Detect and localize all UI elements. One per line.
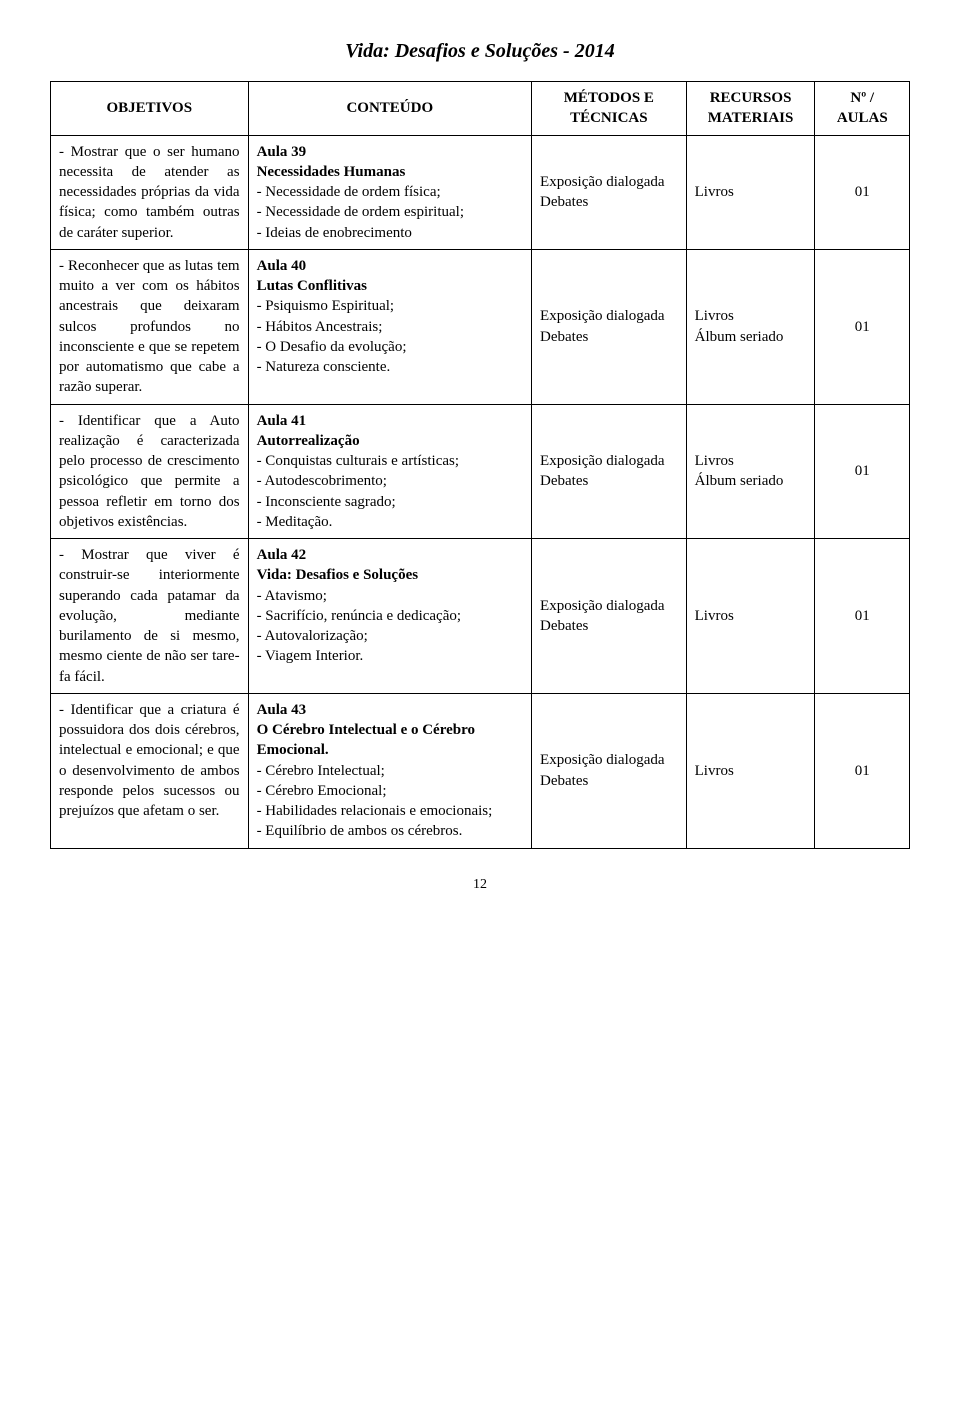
table-row: - Mostrar que viver é construir-se inter… xyxy=(51,539,910,694)
cell-conteudo: Aula 42Vida: Desafios e Soluções- Atavis… xyxy=(248,539,531,694)
cell-objetivo: - Identificar que a criatura é possuidor… xyxy=(51,693,249,848)
conteudo-item: - Autovalorização; xyxy=(257,626,523,646)
cell-metodo: Exposição dialogada Debates xyxy=(532,693,687,848)
aula-number: Aula 39 xyxy=(257,142,523,162)
cell-aulas: 01 xyxy=(815,249,910,404)
conteudo-item: - Inconsciente sagrado; xyxy=(257,492,523,512)
aula-number: Aula 42 xyxy=(257,545,523,565)
conteudo-item: - Viagem Interior. xyxy=(257,646,523,666)
conteudo-item: - Habilidades relacionais e emo­cionais; xyxy=(257,801,523,821)
cell-objetivo: - Mostrar que viver é construir-se inter… xyxy=(51,539,249,694)
conteudo-item: - Natureza consciente. xyxy=(257,357,523,377)
table-row: - Identificar que a Auto realização é ca… xyxy=(51,404,910,539)
col-metodos: MÉTODOS E TÉCNICAS xyxy=(532,82,687,136)
aula-number: Aula 43 xyxy=(257,700,523,720)
cell-recurso: Livros xyxy=(686,693,815,848)
cell-metodo: Exposição dialogada Debates xyxy=(532,539,687,694)
cell-conteudo: Aula 40Lutas Conflitivas- Psiquismo Espi… xyxy=(248,249,531,404)
aula-title: Necessidades Humanas xyxy=(257,162,523,182)
conteudo-item: - Necessidade de ordem espiri­tual; xyxy=(257,202,523,222)
aula-title: O Cérebro Intelectual e o Cé­rebro Emoci… xyxy=(257,720,523,761)
cell-recurso: Livros xyxy=(686,539,815,694)
aula-title: Autorrealização xyxy=(257,431,523,451)
aula-title: Lutas Conflitivas xyxy=(257,276,523,296)
cell-objetivo: - Mostrar que o ser humano necessita de … xyxy=(51,135,249,249)
conteudo-item: - Sacrifício, renúncia e dedica­ção; xyxy=(257,606,523,626)
cell-conteudo: Aula 41Autorrealização- Conquistas cultu… xyxy=(248,404,531,539)
conteudo-item: - Equilíbrio de ambos os cére­bros. xyxy=(257,821,523,841)
conteudo-item: - Hábitos Ancestrais; xyxy=(257,317,523,337)
col-recursos: RECURSOS MATERIAIS xyxy=(686,82,815,136)
conteudo-item: - Atavismo; xyxy=(257,586,523,606)
cell-aulas: 01 xyxy=(815,404,910,539)
curriculum-table: OBJETIVOS CONTEÚDO MÉTODOS E TÉCNICAS RE… xyxy=(50,81,910,849)
conteudo-item: - Conquistas culturais e artísti­cas; xyxy=(257,451,523,471)
cell-aulas: 01 xyxy=(815,135,910,249)
conteudo-item: - Cérebro Intelectual; xyxy=(257,761,523,781)
conteudo-item: - Autodescobrimento; xyxy=(257,471,523,491)
table-row: - Reconhecer que as lutas tem muito a ve… xyxy=(51,249,910,404)
page-title: Vida: Desafios e Soluções - 2014 xyxy=(50,40,910,63)
cell-recurso: Livros Álbum seriado xyxy=(686,404,815,539)
aula-number: Aula 41 xyxy=(257,411,523,431)
conteudo-item: - Necessidade de ordem física; xyxy=(257,182,523,202)
cell-aulas: 01 xyxy=(815,539,910,694)
table-row: - Mostrar que o ser humano necessita de … xyxy=(51,135,910,249)
cell-objetivo: - Identificar que a Auto realização é ca… xyxy=(51,404,249,539)
col-conteudo: CONTEÚDO xyxy=(248,82,531,136)
conteudo-item: - Cérebro Emocional; xyxy=(257,781,523,801)
page-number: 12 xyxy=(50,877,910,893)
cell-recurso: Livros xyxy=(686,135,815,249)
table-header-row: OBJETIVOS CONTEÚDO MÉTODOS E TÉCNICAS RE… xyxy=(51,82,910,136)
conteudo-item: - O Desafio da evolução; xyxy=(257,337,523,357)
cell-recurso: Livros Álbum seriado xyxy=(686,249,815,404)
cell-conteudo: Aula 39Necessidades Humanas- Necessidade… xyxy=(248,135,531,249)
cell-metodo: Exposição dialogada Debates xyxy=(532,135,687,249)
col-aulas: Nº / AULAS xyxy=(815,82,910,136)
aula-number: Aula 40 xyxy=(257,256,523,276)
cell-metodo: Exposição dialogada Debates xyxy=(532,249,687,404)
cell-aulas: 01 xyxy=(815,693,910,848)
conteudo-item: - Psiquismo Espiritual; xyxy=(257,296,523,316)
table-row: - Identificar que a criatura é possuidor… xyxy=(51,693,910,848)
cell-objetivo: - Reconhecer que as lutas tem muito a ve… xyxy=(51,249,249,404)
col-objetivos: OBJETIVOS xyxy=(51,82,249,136)
aula-title: Vida: Desafios e Soluções xyxy=(257,565,523,585)
conteudo-item: - Ideias de enobrecimento xyxy=(257,223,523,243)
cell-metodo: Exposição dialogada Debates xyxy=(532,404,687,539)
conteudo-item: - Meditação. xyxy=(257,512,523,532)
cell-conteudo: Aula 43O Cérebro Intelectual e o Cé­rebr… xyxy=(248,693,531,848)
